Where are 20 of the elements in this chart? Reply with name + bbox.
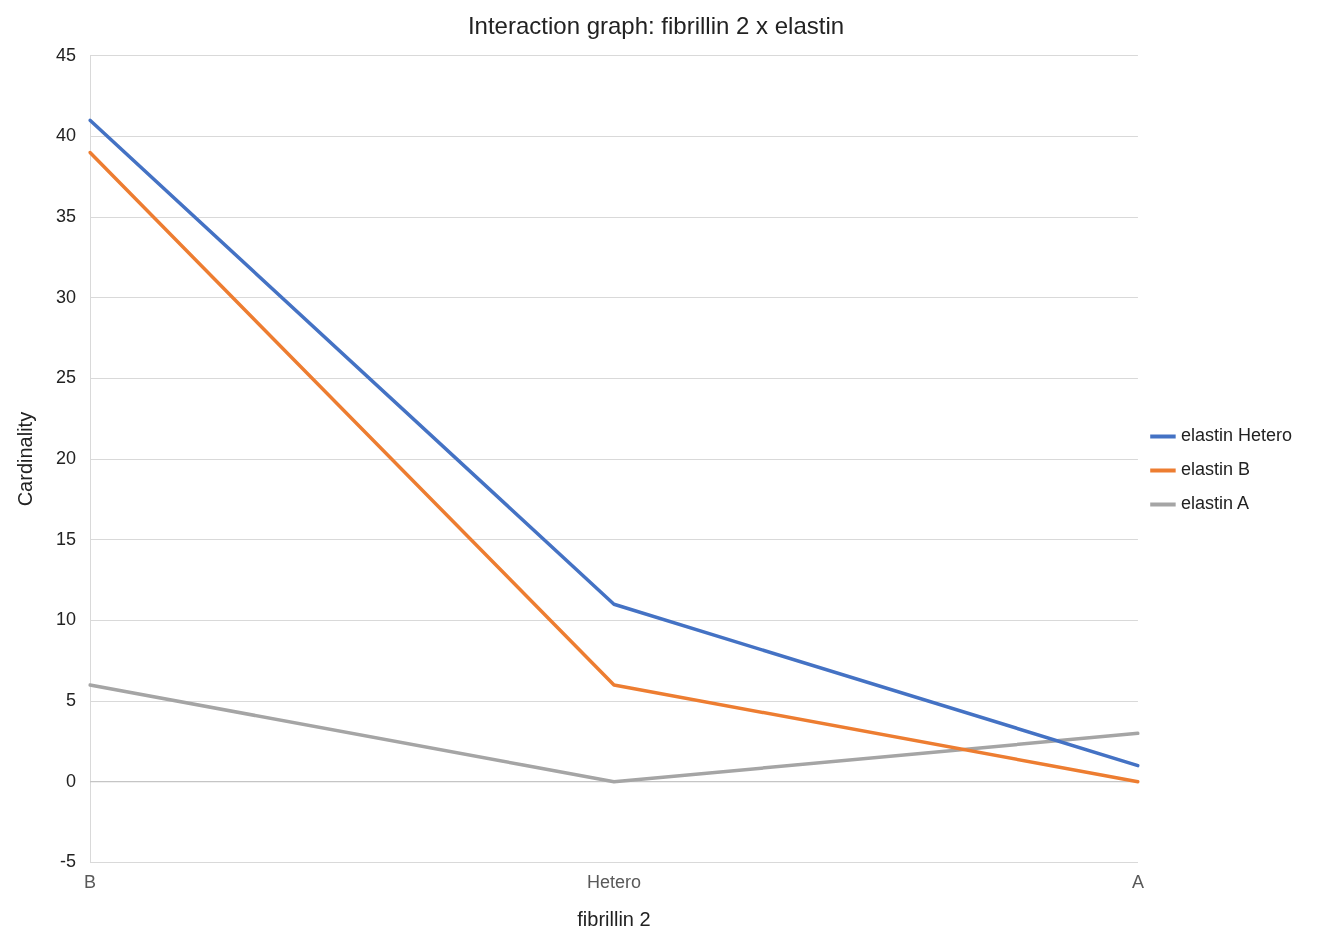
y-axis-title: Cardinality	[13, 411, 36, 507]
x-axis-title: fibrillin 2	[577, 907, 651, 930]
y-tick-label: 15	[55, 528, 77, 549]
legend-label: elastin A	[1180, 493, 1249, 514]
chart-title: Interaction graph: fibrillin 2 x elastin	[467, 12, 845, 40]
legend-label: elastin Hetero	[1180, 425, 1292, 446]
y-tick-label: 30	[55, 286, 77, 307]
y-tick-label: 10	[55, 609, 77, 630]
y-tick-label: 45	[55, 44, 77, 65]
x-tick-label: A	[1131, 872, 1144, 893]
y-tick-label: 0	[66, 770, 77, 791]
y-tick-label: 20	[55, 448, 77, 469]
y-tick-label: -5	[60, 851, 77, 872]
legend-label: elastin B	[1180, 459, 1250, 480]
y-tick-label: 40	[55, 125, 77, 146]
y-tick-label: 5	[66, 690, 77, 711]
x-tick-label: Hetero	[586, 872, 641, 893]
y-tick-label: 25	[55, 367, 77, 388]
x-tick-label: B	[84, 872, 97, 893]
y-tick-label: 35	[55, 206, 77, 227]
